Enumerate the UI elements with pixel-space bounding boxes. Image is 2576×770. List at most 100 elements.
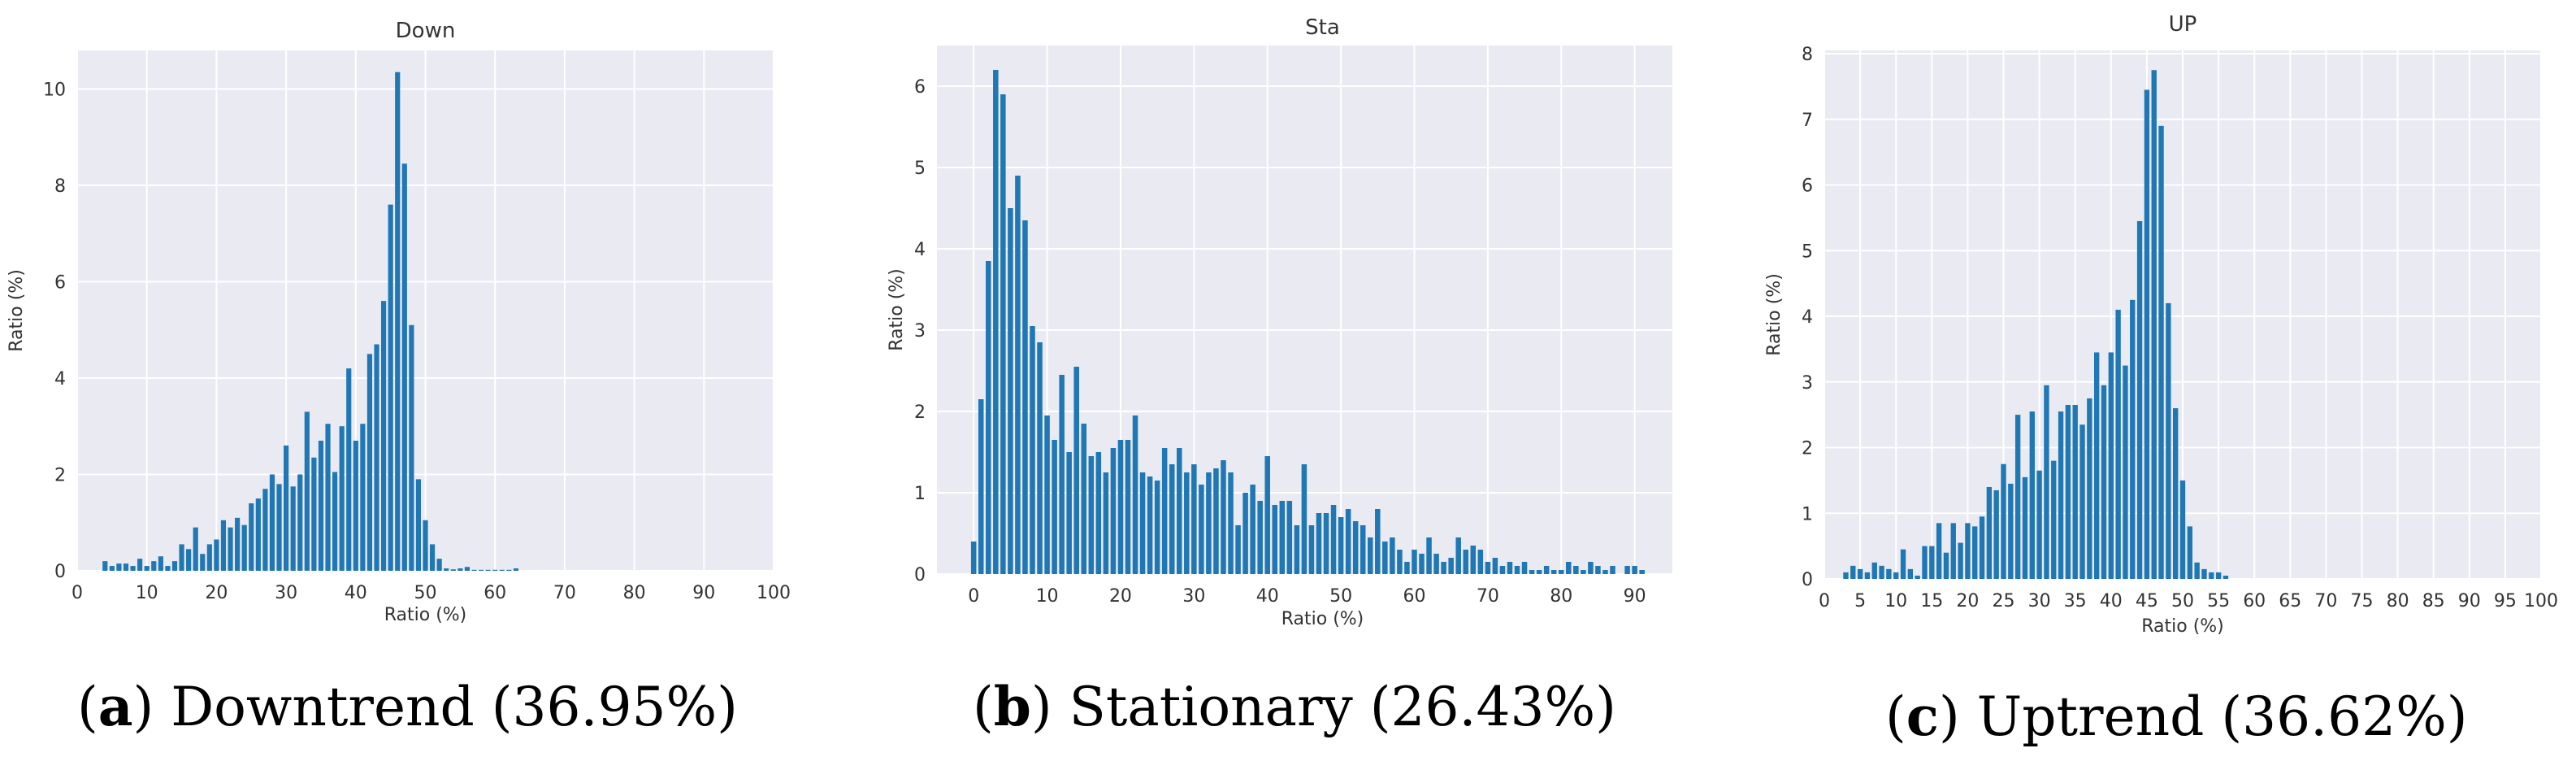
bar	[1529, 570, 1535, 574]
x-tick-label: 90	[1624, 586, 1646, 607]
bar	[220, 520, 227, 571]
bar	[1550, 570, 1557, 574]
bar	[1936, 523, 1942, 579]
bar	[429, 544, 436, 571]
bar	[339, 426, 345, 571]
x-tick-label: 30	[275, 583, 297, 603]
bar	[1566, 562, 1572, 574]
bar	[1972, 526, 1978, 579]
bar	[993, 70, 999, 574]
bar	[1404, 562, 1410, 574]
x-tick-label: 50	[2171, 591, 2194, 611]
x-tick-label: 65	[2279, 591, 2301, 611]
bar	[1433, 554, 1439, 574]
bar	[2158, 125, 2164, 579]
bar	[1986, 486, 1993, 579]
bar	[450, 569, 456, 571]
chart-title: Down	[396, 19, 456, 43]
bar	[423, 520, 428, 571]
bar	[1367, 537, 1373, 574]
bar	[2072, 405, 2078, 579]
x-tick-label: 60	[1403, 586, 1425, 607]
bar	[1543, 566, 1550, 574]
bar	[2215, 572, 2222, 579]
x-tick-label: 40	[345, 583, 367, 603]
x-tick-label: 100	[2524, 591, 2558, 611]
bar	[1929, 546, 1935, 579]
bar	[1191, 464, 1197, 574]
bar	[2166, 302, 2171, 579]
bar	[1850, 565, 1856, 579]
x-tick-label: 90	[2458, 591, 2481, 611]
bar	[1022, 220, 1028, 574]
bar	[158, 556, 163, 571]
bar	[151, 561, 157, 571]
x-tick-label: 70	[553, 583, 576, 603]
bar	[1103, 472, 1109, 574]
bar	[1147, 476, 1153, 574]
bar	[1308, 525, 1315, 574]
y-tick-label: 0	[54, 562, 66, 582]
bar	[284, 445, 289, 571]
x-tick-label: 70	[1477, 586, 1499, 607]
bar	[1279, 501, 1286, 574]
bar	[1455, 537, 1461, 574]
x-tick-label: 90	[692, 583, 715, 603]
bar	[366, 354, 373, 571]
bar	[1900, 549, 1906, 579]
bar	[1950, 523, 1956, 579]
bar	[1864, 572, 1871, 579]
x-tick-label: 60	[2243, 591, 2266, 611]
bar	[1294, 525, 1300, 574]
bar	[1958, 542, 1963, 579]
bar	[1886, 568, 1892, 579]
bar	[1595, 566, 1601, 574]
x-tick-label: 20	[1109, 586, 1132, 607]
bar	[485, 569, 491, 571]
bar	[1323, 513, 1329, 574]
bar	[1536, 570, 1542, 574]
bar	[1161, 448, 1168, 574]
y-tick-label: 6	[914, 77, 926, 98]
x-axis-label: Ratio (%)	[2141, 616, 2224, 637]
bar	[360, 424, 366, 571]
x-tick-label: 5	[1854, 591, 1866, 611]
bar	[2151, 70, 2157, 579]
bar	[235, 517, 241, 571]
bar	[1052, 440, 1057, 574]
bar	[255, 498, 261, 571]
bar	[1213, 468, 1219, 574]
bar	[2123, 365, 2128, 579]
bar	[2022, 476, 2028, 579]
chart-title: UP	[2169, 12, 2197, 37]
bar	[130, 566, 136, 571]
bar	[1915, 575, 1920, 579]
x-tick-label: 20	[1956, 591, 1979, 611]
bar	[2187, 526, 2192, 579]
bar	[1485, 562, 1491, 574]
bar	[2209, 572, 2214, 579]
bar	[1037, 342, 1043, 574]
bar	[1352, 521, 1359, 574]
y-axis-label: Ratio (%)	[1764, 273, 1785, 356]
x-axis-label: Ratio (%)	[384, 605, 467, 625]
bar	[346, 368, 352, 571]
bar	[1632, 566, 1637, 574]
y-tick-label: 5	[1802, 241, 1813, 262]
x-tick-label: 40	[1256, 586, 1279, 607]
x-tick-label: 30	[2028, 591, 2051, 611]
bar	[137, 559, 143, 571]
y-tick-label: 2	[54, 465, 66, 485]
bar	[1059, 375, 1065, 574]
x-tick-label: 70	[2314, 591, 2337, 611]
caption-c: (c) Uptrend (36.62%)	[1885, 685, 2468, 748]
bar	[193, 527, 198, 571]
y-tick-label: 2	[914, 402, 926, 423]
x-tick-label: 80	[623, 583, 646, 603]
bar	[1264, 456, 1270, 574]
bar	[1419, 554, 1425, 574]
x-tick-label: 75	[2351, 591, 2374, 611]
bar	[1206, 472, 1212, 574]
bar	[1088, 456, 1095, 574]
bar	[1993, 489, 1999, 579]
